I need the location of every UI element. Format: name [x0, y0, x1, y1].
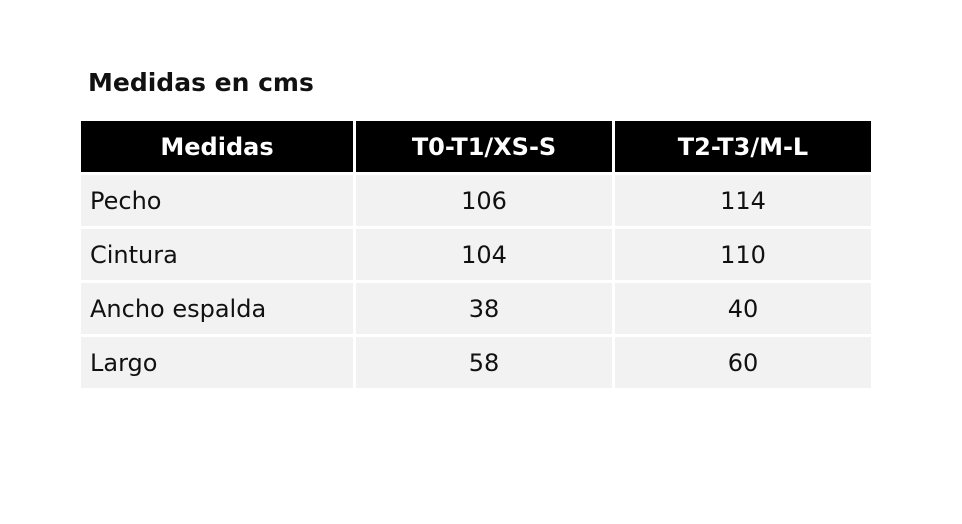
label-cell: Largo [78, 334, 356, 391]
table-row: Largo 58 60 [78, 334, 874, 391]
value-cell: 60 [612, 334, 874, 391]
header-cell: Medidas [78, 118, 356, 175]
label-cell: Pecho [78, 172, 356, 229]
value-cell: 38 [353, 280, 615, 337]
value-cell: 40 [612, 280, 874, 337]
label-cell: Ancho espalda [78, 280, 356, 337]
header-row: Medidas T0-T1/XS-S T2-T3/M-L [78, 118, 874, 175]
title: Medidas en cms [88, 68, 314, 97]
value-cell: 106 [353, 172, 615, 229]
label-cell: Cintura [78, 226, 356, 283]
header-cell: T2-T3/M-L [612, 118, 874, 175]
table-row: Ancho espalda 38 40 [78, 280, 874, 337]
value-cell: 104 [353, 226, 615, 283]
table-body: Pecho 106 114 Cintura 104 110 Ancho espalda 38 4… [78, 172, 874, 391]
value-cell: 110 [612, 226, 874, 283]
value-cell: 114 [612, 172, 874, 229]
size-table: Medidas T0-T1/XS-S T2-T3/M-L Pecho 106 114 Ci… [78, 118, 874, 391]
table-row: Cintura 104 110 [78, 226, 874, 283]
header-cell: T0-T1/XS-S [353, 118, 615, 175]
table-row: Pecho 106 114 [78, 172, 874, 229]
value-cell: 58 [353, 334, 615, 391]
